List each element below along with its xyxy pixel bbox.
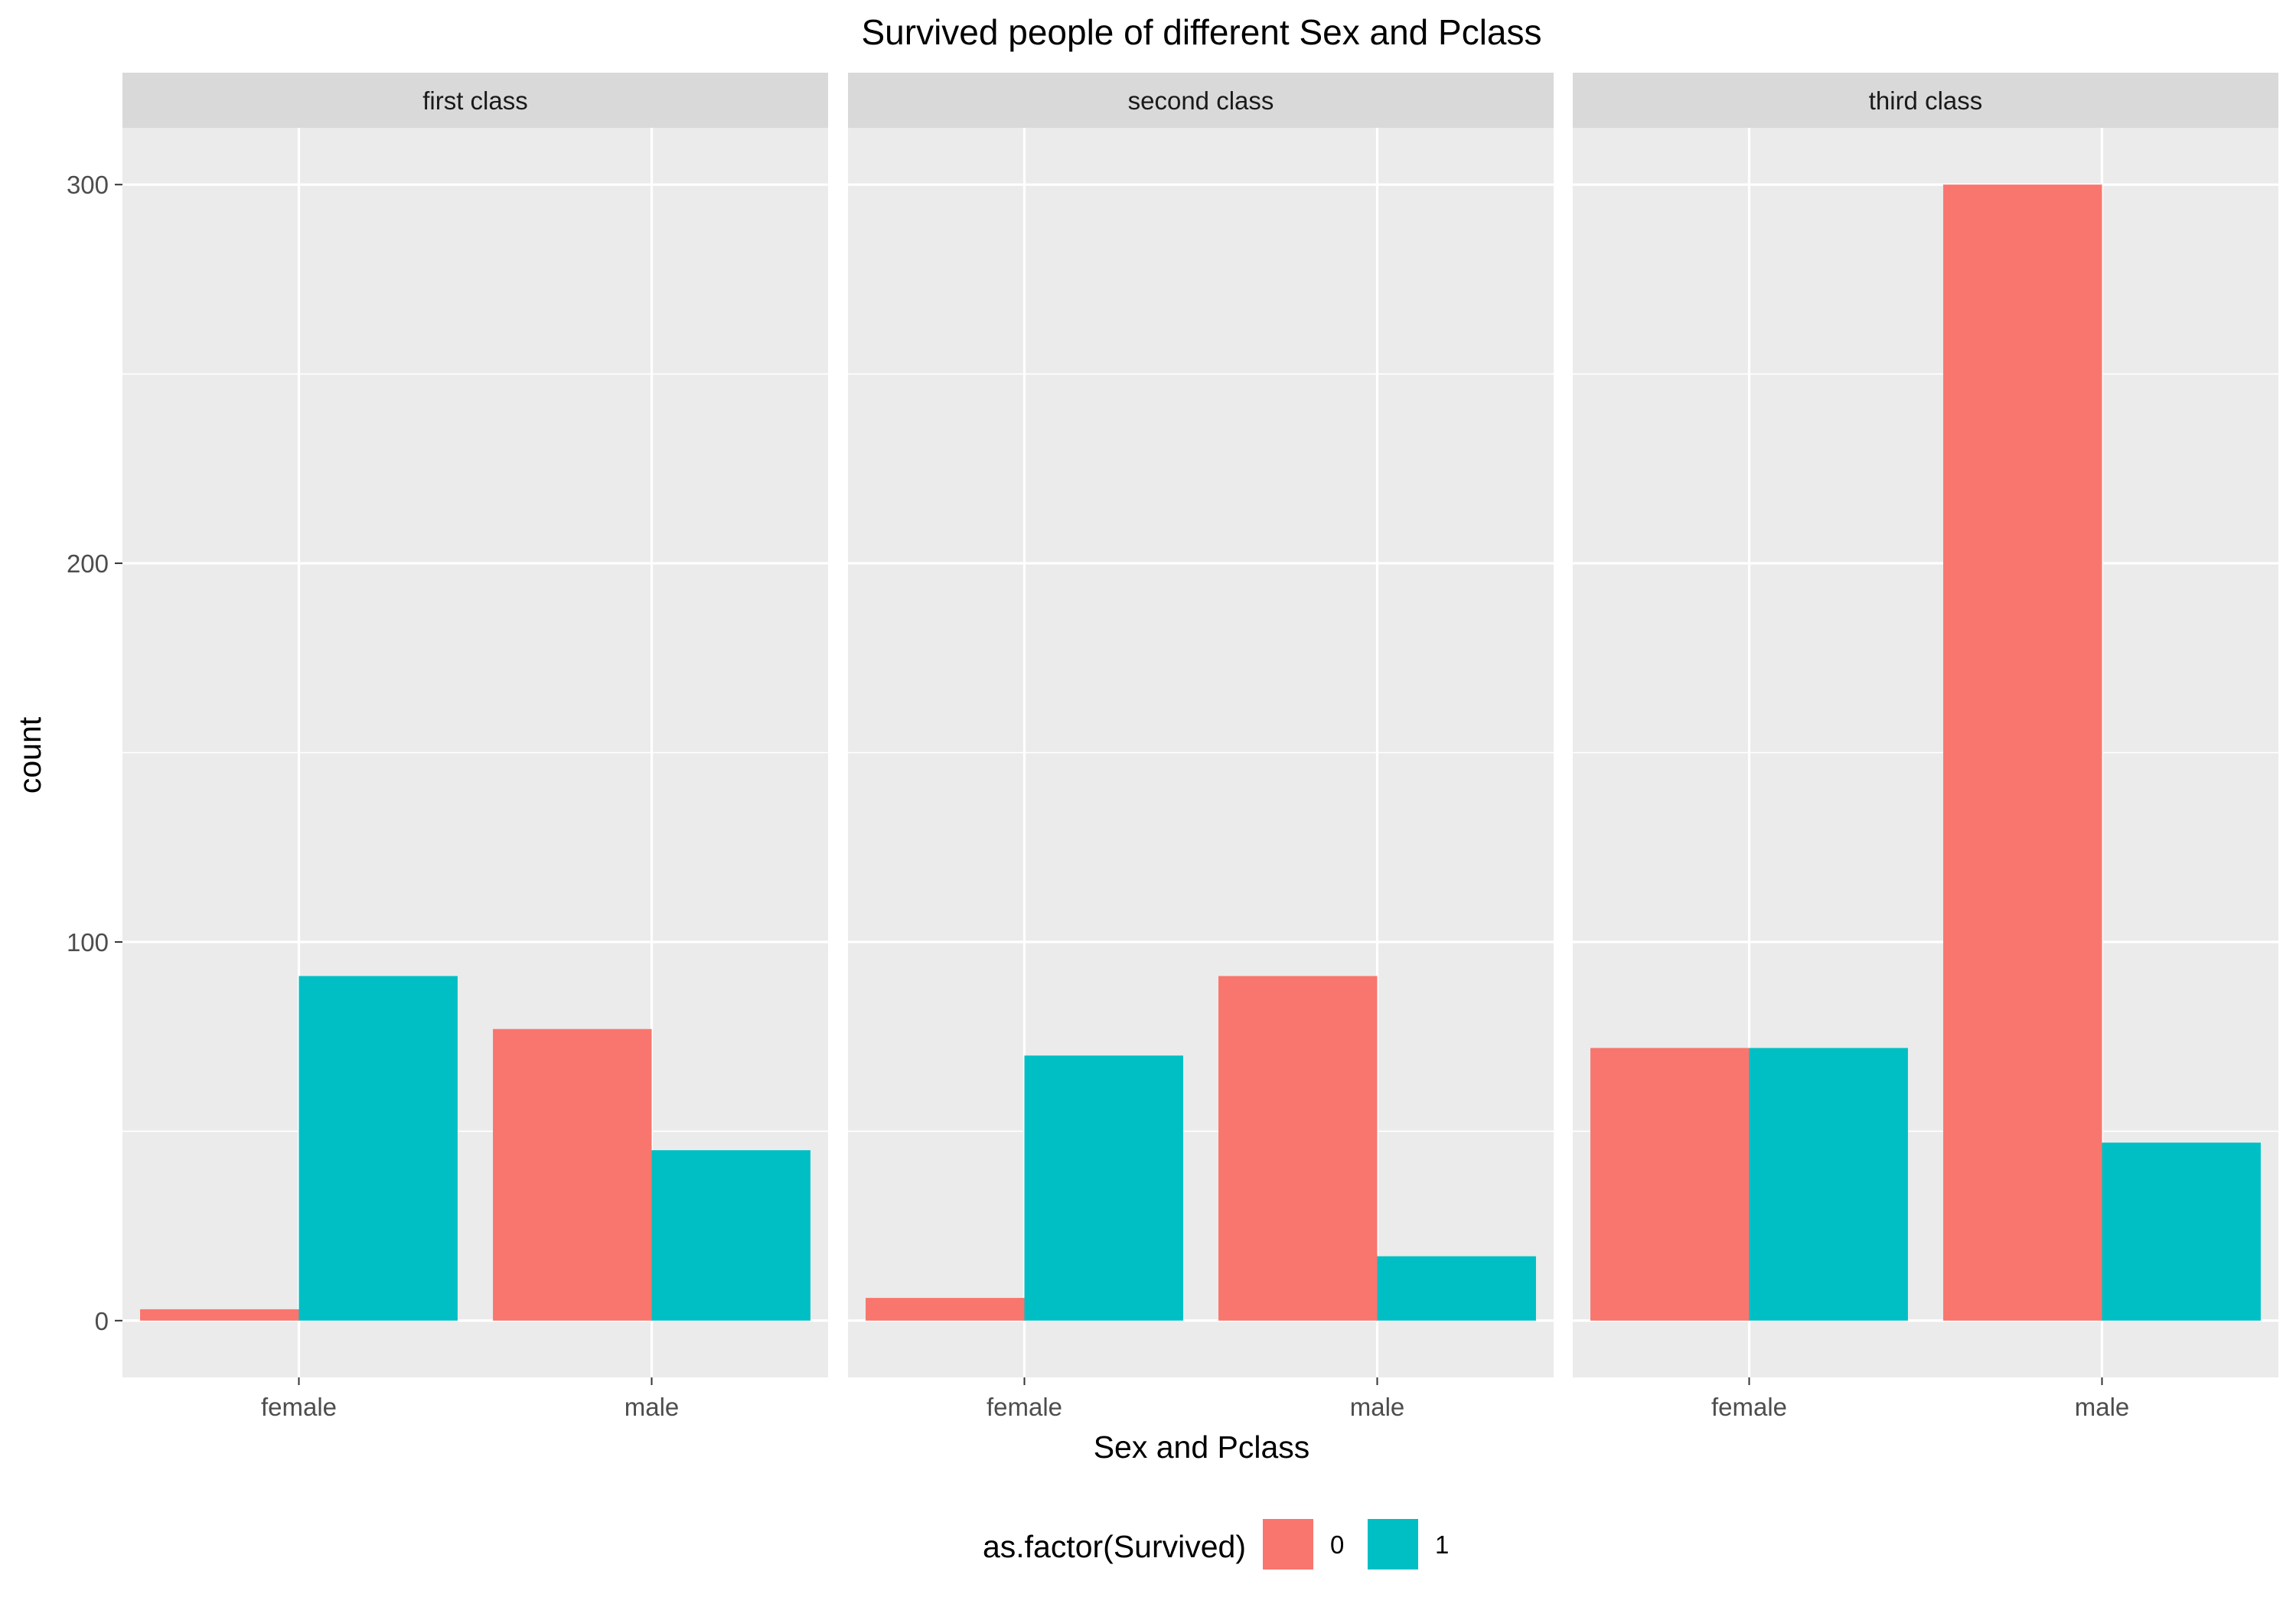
bar (493, 1028, 652, 1321)
legend-label: 1 (1435, 1530, 1449, 1559)
facet-strip-label: first class (422, 86, 528, 115)
x-tick-label: male (1350, 1393, 1405, 1421)
bar (651, 1150, 810, 1321)
facet-strip-label: second class (1128, 86, 1274, 115)
legend-label: 0 (1330, 1530, 1344, 1559)
legend: as.factor(Survived) 0 1 (983, 1519, 1449, 1570)
x-tick-label: female (1711, 1393, 1787, 1421)
bar (1590, 1048, 1750, 1321)
y-axis-title: count (12, 716, 47, 794)
bar (1749, 1048, 1908, 1321)
bar (866, 1298, 1025, 1321)
x-tick-label: female (261, 1393, 337, 1421)
legend-key (1368, 1519, 1418, 1570)
y-tick-label: 200 (67, 549, 109, 578)
facet-strip (1573, 73, 2278, 128)
bar (1943, 184, 2102, 1321)
y-tick-label: 300 (67, 171, 109, 199)
bar (298, 976, 458, 1321)
y-axis: 0 100 200 300 (67, 171, 122, 1335)
chart-title: Survived people of different Sex and Pcl… (861, 12, 1541, 52)
facet-strip (848, 73, 1554, 128)
x-tick-label: female (987, 1393, 1062, 1421)
facet-strip (122, 73, 828, 128)
x-tick-label: male (2075, 1393, 2130, 1421)
x-tick-label: male (625, 1393, 680, 1421)
x-axis-title: Sex and Pclass (1094, 1429, 1310, 1465)
bar (1024, 1055, 1183, 1321)
y-tick-label: 0 (95, 1307, 109, 1335)
bar (140, 1309, 299, 1321)
bar (2102, 1143, 2261, 1321)
facet-panel: second class female male (848, 73, 1554, 1421)
legend-key (1263, 1519, 1313, 1570)
legend-title: as.factor(Survived) (983, 1529, 1246, 1564)
facet-panels: first class female male second class female m… (122, 73, 2278, 1421)
facet-strip-label: third class (1869, 86, 1983, 115)
y-tick-label: 100 (67, 928, 109, 957)
bar (1218, 976, 1378, 1321)
facet-panel: third class female male (1573, 73, 2278, 1421)
bar (1377, 1256, 1536, 1321)
facet-panel: first class female male (122, 73, 828, 1421)
